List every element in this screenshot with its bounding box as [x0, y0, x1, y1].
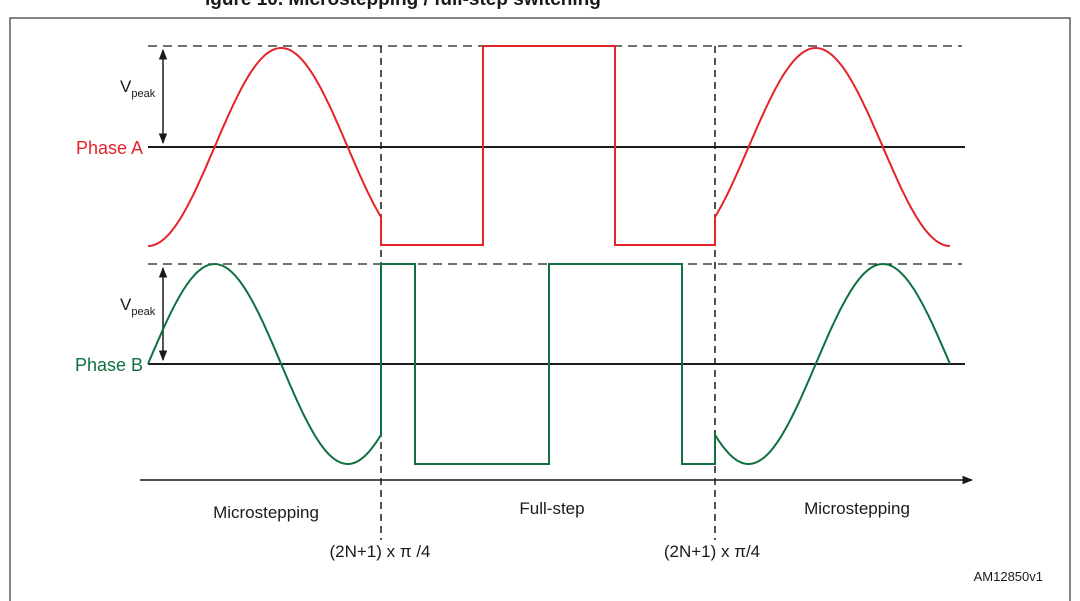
mode-label-left: Microstepping	[213, 503, 319, 522]
mode-label-mid: Full-step	[519, 499, 584, 518]
vpeak-label-b: Vpeak	[120, 295, 156, 318]
figure-ref-code: AM12850v1	[974, 569, 1043, 584]
phase-a-waveform	[147, 45, 951, 247]
vpeak-a-v: V	[120, 77, 132, 96]
vpeak-b-v: V	[120, 295, 132, 314]
phase-b-waveform	[147, 262, 951, 466]
vpeak-a-sub: peak	[131, 88, 155, 100]
phase-a-label: Phase A	[76, 138, 143, 158]
vpeak-b-sub: peak	[131, 306, 155, 318]
vpeak-label-a: Vpeak	[120, 77, 156, 100]
phase-b-label: Phase B	[75, 355, 143, 375]
switch-label-right: (2N+1) x π/4	[664, 542, 760, 561]
figure-caption: igure 10. Microstepping / full-step swit…	[205, 0, 601, 10]
switch-label-left: (2N+1) x π /4	[329, 542, 430, 561]
figure-frame	[9, 17, 1071, 601]
mode-label-right: Microstepping	[804, 499, 910, 518]
